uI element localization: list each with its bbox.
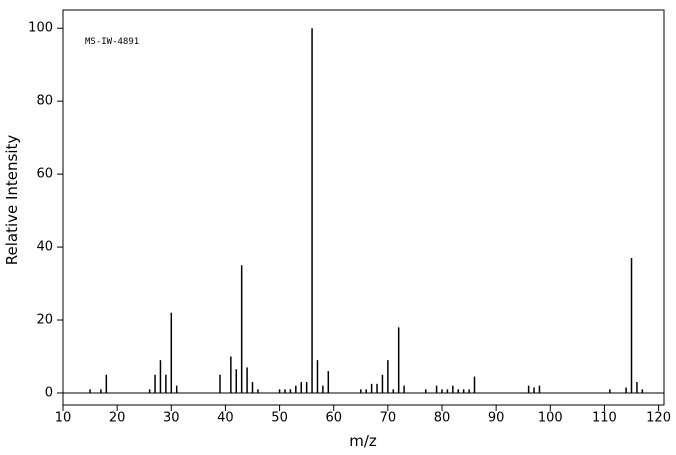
x-tick-label: 10	[55, 411, 72, 426]
annotation: MS-IW-4891	[85, 37, 139, 47]
y-tick-label: 0	[45, 385, 53, 400]
plot-frame	[62, 9, 665, 406]
x-tick-label: 40	[217, 411, 234, 426]
x-tick-label: 60	[325, 411, 342, 426]
x-tick-label: 110	[592, 411, 617, 426]
y-axis-label: Relative Intensity	[3, 135, 21, 266]
y-tick-label: 60	[36, 167, 53, 182]
y-tick-label: 20	[36, 313, 53, 328]
x-tick-label: 80	[434, 411, 451, 426]
x-tick-label: 120	[646, 411, 671, 426]
y-tick-label: 40	[36, 240, 53, 255]
x-tick-label: 90	[488, 411, 505, 426]
y-tick-label: 100	[28, 21, 53, 36]
x-tick-label: 50	[271, 411, 288, 426]
x-tick-label: 30	[163, 411, 180, 426]
x-axis-label: m/z	[349, 432, 377, 450]
x-tick-label: 20	[109, 411, 126, 426]
x-tick-label: 100	[538, 411, 563, 426]
x-tick-label: 70	[380, 411, 397, 426]
y-tick-label: 80	[36, 94, 53, 109]
